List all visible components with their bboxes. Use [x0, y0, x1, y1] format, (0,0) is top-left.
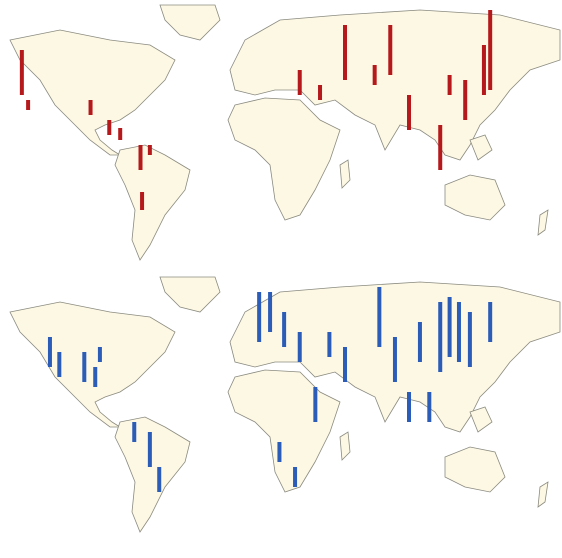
bar — [467, 312, 472, 367]
bar — [407, 392, 412, 422]
bar — [107, 120, 112, 135]
bar — [47, 337, 52, 367]
bar — [282, 312, 287, 347]
bar — [26, 100, 31, 110]
bar — [57, 352, 62, 377]
map-top — [9, 4, 561, 261]
bar — [388, 25, 393, 75]
bar — [257, 292, 262, 342]
bar — [372, 65, 377, 85]
bar — [407, 95, 412, 130]
bar — [297, 70, 302, 95]
bar — [82, 352, 87, 382]
bar — [456, 302, 461, 362]
bar — [438, 125, 443, 170]
bar — [93, 367, 98, 387]
bar — [293, 467, 298, 487]
bar — [447, 75, 452, 95]
bar — [277, 442, 282, 462]
bar — [488, 302, 493, 342]
bar — [138, 145, 143, 170]
bar — [438, 302, 443, 372]
bar — [118, 128, 123, 140]
map-bottom — [9, 276, 561, 533]
bar — [97, 347, 102, 362]
bar — [88, 100, 93, 115]
bar — [343, 347, 348, 382]
bar — [318, 85, 323, 100]
bar — [19, 50, 24, 95]
bar — [313, 387, 318, 422]
bar — [140, 192, 145, 210]
bar — [132, 422, 137, 442]
bar — [327, 332, 332, 357]
bar — [481, 45, 486, 95]
bar — [417, 322, 422, 362]
bar — [147, 145, 152, 155]
bar — [447, 297, 452, 357]
bar — [157, 467, 162, 492]
bar — [463, 80, 468, 120]
bar — [297, 332, 302, 362]
bar — [427, 392, 432, 422]
bar — [488, 10, 493, 90]
bar — [268, 292, 273, 332]
bar — [377, 287, 382, 347]
world-land — [9, 4, 561, 261]
bar — [392, 337, 397, 382]
bar — [147, 432, 152, 467]
bar — [343, 25, 348, 80]
